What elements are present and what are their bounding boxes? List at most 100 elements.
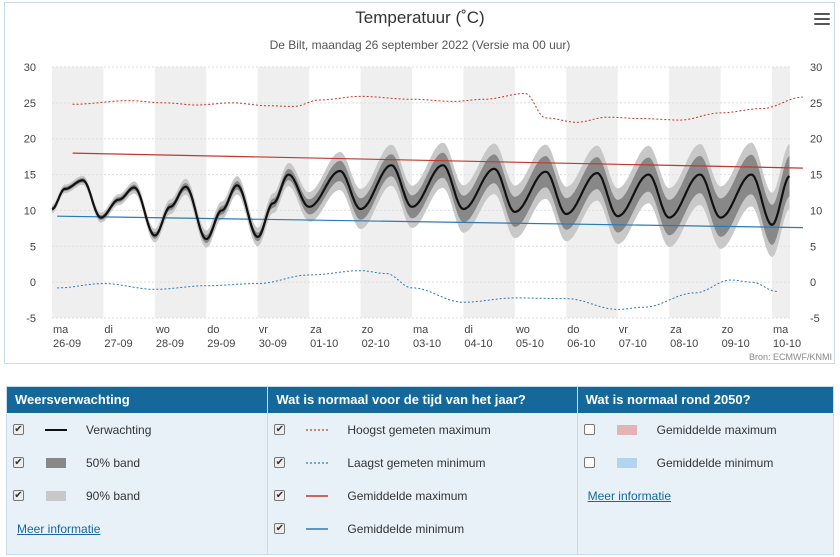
x-tick-date: 06-10 <box>567 338 595 350</box>
legend-label: Gemiddelde maximum <box>656 422 777 437</box>
x-tick-date: 10-10 <box>773 338 801 350</box>
y-tick-label-left: 30 <box>24 62 36 74</box>
checkbox[interactable]: ✔ <box>274 424 286 435</box>
x-tick-day: vr <box>619 324 629 336</box>
y-tick-label-left: 25 <box>24 98 36 110</box>
band-symbol-icon <box>38 490 74 502</box>
y-tick-label-right: 20 <box>810 134 822 146</box>
x-tick-date: 03-10 <box>413 338 441 350</box>
y-tick-label-left: -5 <box>26 313 36 325</box>
checkbox[interactable]: ✔ <box>274 457 286 468</box>
checkbox[interactable] <box>583 457 595 468</box>
y-tick-label-right: 5 <box>810 241 816 253</box>
y-tick-label-left: 20 <box>24 134 36 146</box>
y-tick-label-left: 5 <box>30 241 36 253</box>
line-hoogst-gemeten-maximum <box>72 93 803 123</box>
band-symbol-icon <box>609 457 645 469</box>
chart-title: Temperatuur (˚C) <box>355 8 485 27</box>
x-tick-day: za <box>670 324 683 336</box>
y-tick-label-right: -5 <box>810 313 820 325</box>
chart-subtitle: De Bilt, maandag 26 september 2022 (Vers… <box>269 38 571 52</box>
legend-label: Gemiddelde minimum <box>347 521 465 536</box>
credits: Bron: ECMWF/KNMI <box>748 352 832 362</box>
legend-header-forecast: Weersverwachting <box>7 387 268 413</box>
checkbox[interactable]: ✔ <box>274 523 286 534</box>
hamburger-menu-icon[interactable] <box>814 13 830 27</box>
x-tick-day: do <box>567 324 579 336</box>
line-symbol-icon <box>299 523 335 535</box>
band-symbol-icon <box>609 424 645 436</box>
x-tick-date: 01-10 <box>310 338 338 350</box>
y-tick-label-right: 10 <box>810 205 822 217</box>
x-tick-date: 07-10 <box>619 338 647 350</box>
checkbox[interactable]: ✔ <box>13 457 24 468</box>
x-tick-date: 29-09 <box>207 338 235 350</box>
y-tick-label-right: 25 <box>810 98 822 110</box>
legend-column-2050: Wat is normaal rond 2050? Gemiddelde max… <box>577 387 833 554</box>
legend-column-normal: Wat is normaal voor de tijd van het jaar… <box>268 387 578 554</box>
legend-label: 50% band <box>86 455 141 470</box>
y-tick-label-right: 0 <box>810 277 816 289</box>
meer-informatie-link[interactable]: Meer informatie <box>587 488 671 503</box>
line-gemiddelde-minimum <box>57 215 803 229</box>
x-tick-date: 04-10 <box>464 338 492 350</box>
x-tick-day: ma <box>773 324 789 336</box>
legend-label: Laagst gemeten minimum <box>347 455 486 470</box>
x-tick-date: 28-09 <box>156 338 184 350</box>
legend-label: Gemiddelde maximum <box>347 488 468 503</box>
line-laagst-gemeten-minimum <box>57 270 778 310</box>
dotted-line-icon <box>299 457 335 469</box>
legend-label: Verwachting <box>86 422 152 437</box>
y-tick-label-right: 30 <box>810 62 822 74</box>
legend-header-normal: Wat is normaal voor de tijd van het jaar… <box>268 387 577 413</box>
x-tick-date: 26-09 <box>53 338 81 350</box>
legend-item-90-band[interactable]: ✔ 90% band <box>7 479 267 512</box>
x-tick-date: 05-10 <box>516 338 544 350</box>
y-tick-label-left: 10 <box>24 205 36 217</box>
temperature-chart: -5 -5 0 0 5 5 10 10 15 15 20 20 25 25 30 30 ma 26-09 di 27-… <box>24 62 823 350</box>
x-tick-day: vr <box>259 324 269 336</box>
legend-item-2050-gemiddelde-minimum[interactable]: Gemiddelde minimum <box>578 446 833 479</box>
x-tick-day: wo <box>155 324 170 336</box>
x-tick-date: 09-10 <box>722 338 750 350</box>
legend-item-2050-gemiddelde-maximum[interactable]: Gemiddelde maximum <box>578 413 833 446</box>
legend-item-gemiddelde-minimum[interactable]: ✔ Gemiddelde minimum <box>268 512 576 545</box>
x-tick-day: zo <box>362 324 374 336</box>
x-tick-day: za <box>310 324 323 336</box>
legend-label: Hoogst gemeten maximum <box>347 422 491 437</box>
checkbox[interactable]: ✔ <box>13 424 24 435</box>
x-tick-day: wo <box>515 324 530 336</box>
x-tick-day: do <box>207 324 219 336</box>
legend-label: 90% band <box>86 488 141 503</box>
legend-item-hoogst-gemeten-maximum[interactable]: ✔ Hoogst gemeten maximum <box>268 413 576 446</box>
band-symbol-icon <box>38 457 74 469</box>
x-tick-day: di <box>104 324 113 336</box>
x-tick-day: ma <box>413 324 429 336</box>
legend-label: Gemiddelde minimum <box>656 455 774 470</box>
legend-item-laagst-gemeten-minimum[interactable]: ✔ Laagst gemeten minimum <box>268 446 576 479</box>
x-tick-day: ma <box>53 324 69 336</box>
line-verwachting <box>51 164 791 241</box>
checkbox[interactable]: ✔ <box>13 490 24 501</box>
line-symbol-icon <box>299 490 335 502</box>
meer-informatie-link[interactable]: Meer informatie <box>17 521 101 536</box>
line-gemiddelde-maximum <box>72 152 803 169</box>
y-tick-label-left: 0 <box>30 277 36 289</box>
legend-item-verwachting[interactable]: ✔ Verwachting <box>7 413 267 446</box>
legend-panel: Weersverwachting ✔ Verwachting ✔ 50% ban… <box>6 386 834 555</box>
checkbox[interactable]: ✔ <box>274 490 286 501</box>
legend-item-gemiddelde-maximum[interactable]: ✔ Gemiddelde maximum <box>268 479 576 512</box>
checkbox[interactable] <box>583 424 595 435</box>
legend-item-50-band[interactable]: ✔ 50% band <box>7 446 267 479</box>
x-tick-date: 02-10 <box>362 338 390 350</box>
x-tick-day: zo <box>722 324 734 336</box>
x-tick-date: 30-09 <box>259 338 287 350</box>
legend-column-forecast: Weersverwachting ✔ Verwachting ✔ 50% ban… <box>7 387 269 554</box>
y-tick-label-left: 15 <box>24 170 36 182</box>
line-symbol-icon <box>38 424 74 436</box>
x-tick-date: 08-10 <box>670 338 698 350</box>
x-tick-day: di <box>464 324 473 336</box>
y-tick-label-right: 15 <box>810 170 822 182</box>
x-tick-date: 27-09 <box>104 338 132 350</box>
dotted-line-icon <box>299 424 335 436</box>
